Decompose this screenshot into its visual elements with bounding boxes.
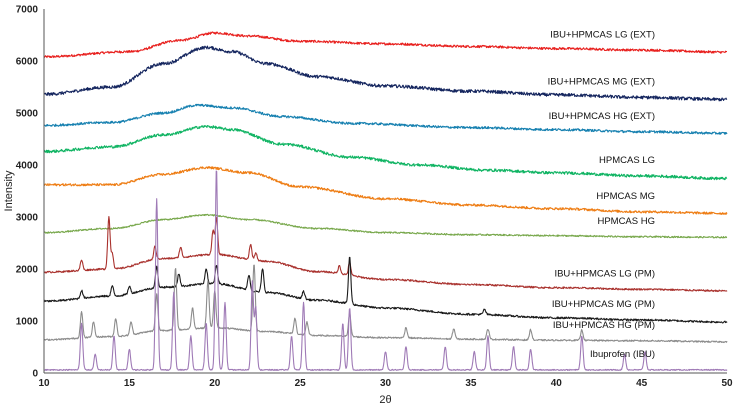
y-tick-label: 7000 xyxy=(16,5,39,16)
series-label: IBU+HPMCAS LG (EXT) xyxy=(550,29,655,40)
y-tick-label: 2000 xyxy=(16,265,39,276)
x-tick-label: 45 xyxy=(636,378,648,389)
series-line xyxy=(43,125,728,181)
series-label: Ibuprofen (IBU) xyxy=(590,349,655,360)
series-traces xyxy=(43,31,728,371)
series-line xyxy=(43,103,728,135)
y-tick-label: 0 xyxy=(32,369,38,380)
series-line xyxy=(43,45,728,102)
y-tick-label: 1000 xyxy=(16,317,39,328)
y-tick-label: 4000 xyxy=(16,161,39,172)
series-line xyxy=(43,170,728,371)
series-label: HPMCAS MG xyxy=(596,191,655,202)
series-line xyxy=(43,166,728,216)
series-label: HPMCAS LG xyxy=(599,155,655,166)
series-label: IBU+HPMCAS LG (PM) xyxy=(554,268,655,279)
series-label: HPMCAS HG xyxy=(597,216,655,227)
y-axis-title: Intensity xyxy=(3,170,15,211)
series-line xyxy=(43,215,728,293)
x-tick-label: 30 xyxy=(380,378,392,389)
x-tick-label: 50 xyxy=(721,378,733,389)
y-tick-label: 6000 xyxy=(16,57,39,68)
axes xyxy=(43,9,727,374)
x-tick-label: 10 xyxy=(38,378,50,389)
series-line xyxy=(43,31,728,59)
x-tick-label: 20 xyxy=(209,378,221,389)
series-label: IBU+HPMCAS MG (EXT) xyxy=(548,77,655,88)
x-axis-title: 2θ xyxy=(379,394,391,406)
x-tick-label: 35 xyxy=(465,378,477,389)
y-tick-label: 3000 xyxy=(16,213,39,224)
series-labels: IBU+HPMCAS LG (EXT) IBU+HPMCAS MG (EXT) IB… xyxy=(548,29,655,360)
x-tick-label: 15 xyxy=(124,378,136,389)
y-tick-label: 5000 xyxy=(16,109,39,120)
x-tick-label: 25 xyxy=(295,378,307,389)
series-label: IBU+HPMCAS HG (EXT) xyxy=(549,111,655,122)
series-label: IBU+HPMCAS HG (PM) xyxy=(553,320,655,331)
series-label: IBU+HPMCAS MG (PM) xyxy=(552,299,655,310)
tick-labels: 10 15 20 25 30 35 40 45 50 0 1000 2000 3000 4000 5000 6… xyxy=(16,5,733,390)
series-line xyxy=(43,264,728,344)
x-tick-label: 40 xyxy=(551,378,563,389)
